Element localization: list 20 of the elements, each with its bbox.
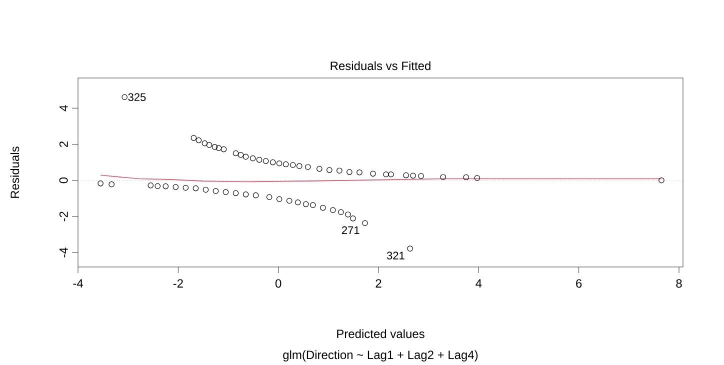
- x-tick-label: 8: [676, 278, 682, 288]
- x-tick-label: 0: [275, 278, 282, 288]
- y-tick-label: 4: [60, 104, 68, 111]
- annotation: 321: [386, 251, 404, 260]
- x-tick-label: 6: [576, 278, 582, 288]
- y-tick-label: -4: [60, 247, 68, 258]
- y-tick-label: 0: [59, 177, 68, 183]
- x-axis-title: Predicted values: [337, 329, 424, 338]
- x-tick-label: 4: [476, 278, 482, 288]
- x-tick-label: 2: [376, 278, 382, 288]
- y-axis-title: Residuals: [10, 146, 20, 198]
- x-tick-label: -2: [173, 278, 183, 288]
- line-series: [100, 174, 662, 182]
- text: glm(Direction ~ Lag1 + Lag2 + Lag4): [283, 350, 478, 362]
- x-tick-label: -4: [73, 278, 83, 288]
- annotation: 325: [128, 92, 146, 101]
- chart-title: Residuals vs Fitted: [330, 61, 430, 70]
- y-tick-label: 2: [59, 141, 68, 147]
- annotation: 271: [342, 226, 360, 234]
- y-tick-label: -2: [59, 211, 68, 222]
